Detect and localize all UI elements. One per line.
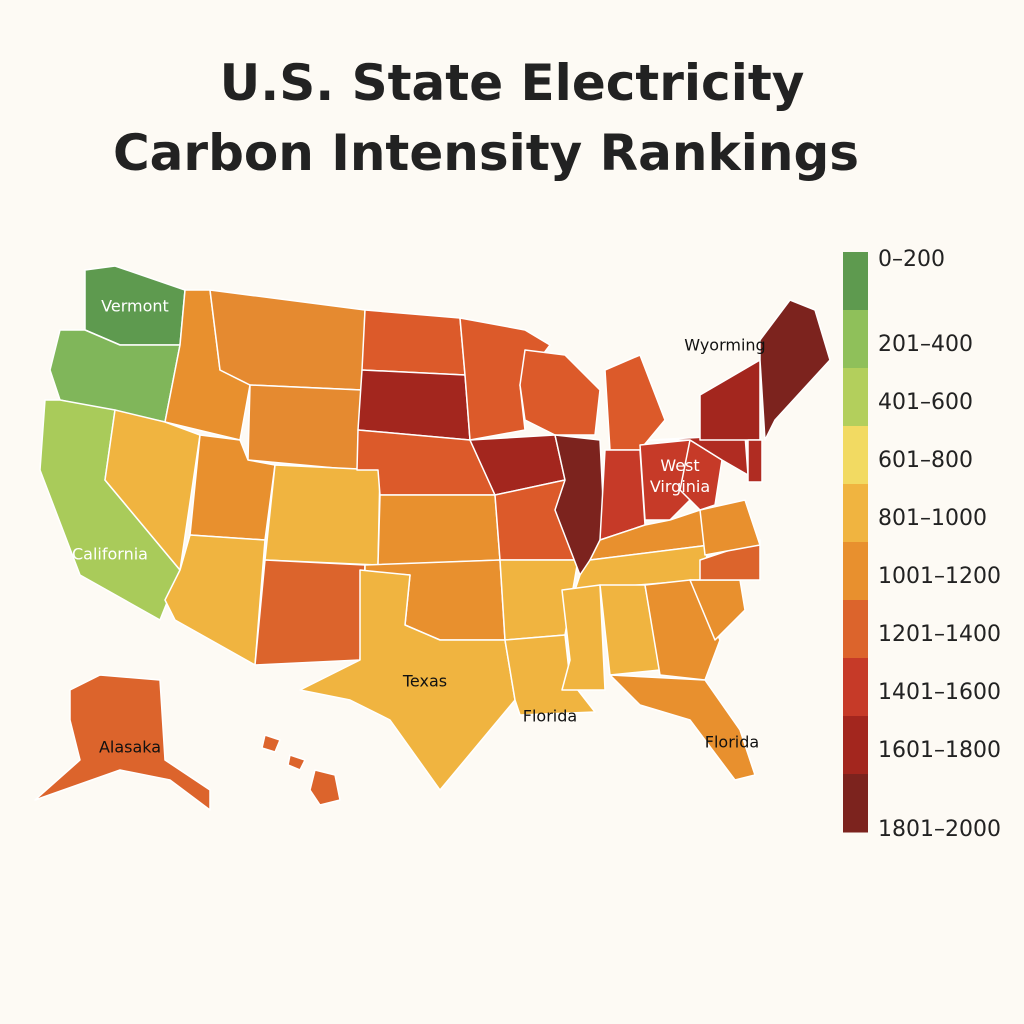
- legend-label: 401–600: [878, 390, 973, 415]
- map-label-box: West Virginia: [649, 456, 711, 496]
- legend-swatch: [843, 368, 868, 427]
- legend-label: 1001–1200: [878, 564, 1001, 589]
- states: [34, 265, 831, 811]
- legend: 0–200 201–400 401–600 601–800 801–1000 1001–1…: [843, 247, 1001, 842]
- legend-label: 0–200: [878, 247, 945, 272]
- map-label: West Virginia: [649, 456, 711, 496]
- map-label: Florida: [523, 707, 577, 726]
- legend-label: 1201–1400: [878, 622, 1001, 647]
- legend-label: 801–1000: [878, 506, 987, 531]
- legend-swatch: [843, 310, 868, 369]
- map-label: Florida: [705, 733, 759, 752]
- legend-label: 1601–1800: [878, 738, 1001, 763]
- map-label: Wyorming: [684, 336, 765, 355]
- legend-swatch: [843, 426, 868, 485]
- map-label: Texas: [402, 672, 447, 691]
- map-label: California: [72, 545, 148, 564]
- legend-swatch: [843, 542, 868, 601]
- map-label: Alasaka: [99, 738, 161, 757]
- legend-swatch: [843, 252, 868, 311]
- title-line: Carbon Intensity Rankings: [113, 124, 859, 182]
- legend-swatch: [843, 600, 868, 659]
- map-label: Vermont: [101, 297, 169, 316]
- legend-label: 1401–1600: [878, 680, 1001, 705]
- legend-swatch: [843, 716, 868, 775]
- title-line: U.S. State Electricity: [220, 54, 805, 112]
- legend-label: 1801–2000: [878, 817, 1001, 842]
- legend-label: 201–400: [878, 332, 973, 357]
- map-labels: Vermont Wyorming West Virginia Californi…: [72, 297, 766, 757]
- legend-swatch: [843, 658, 868, 717]
- legend-swatch: [843, 484, 868, 543]
- legend-label: 601–800: [878, 448, 973, 473]
- legend-swatch: [843, 774, 868, 833]
